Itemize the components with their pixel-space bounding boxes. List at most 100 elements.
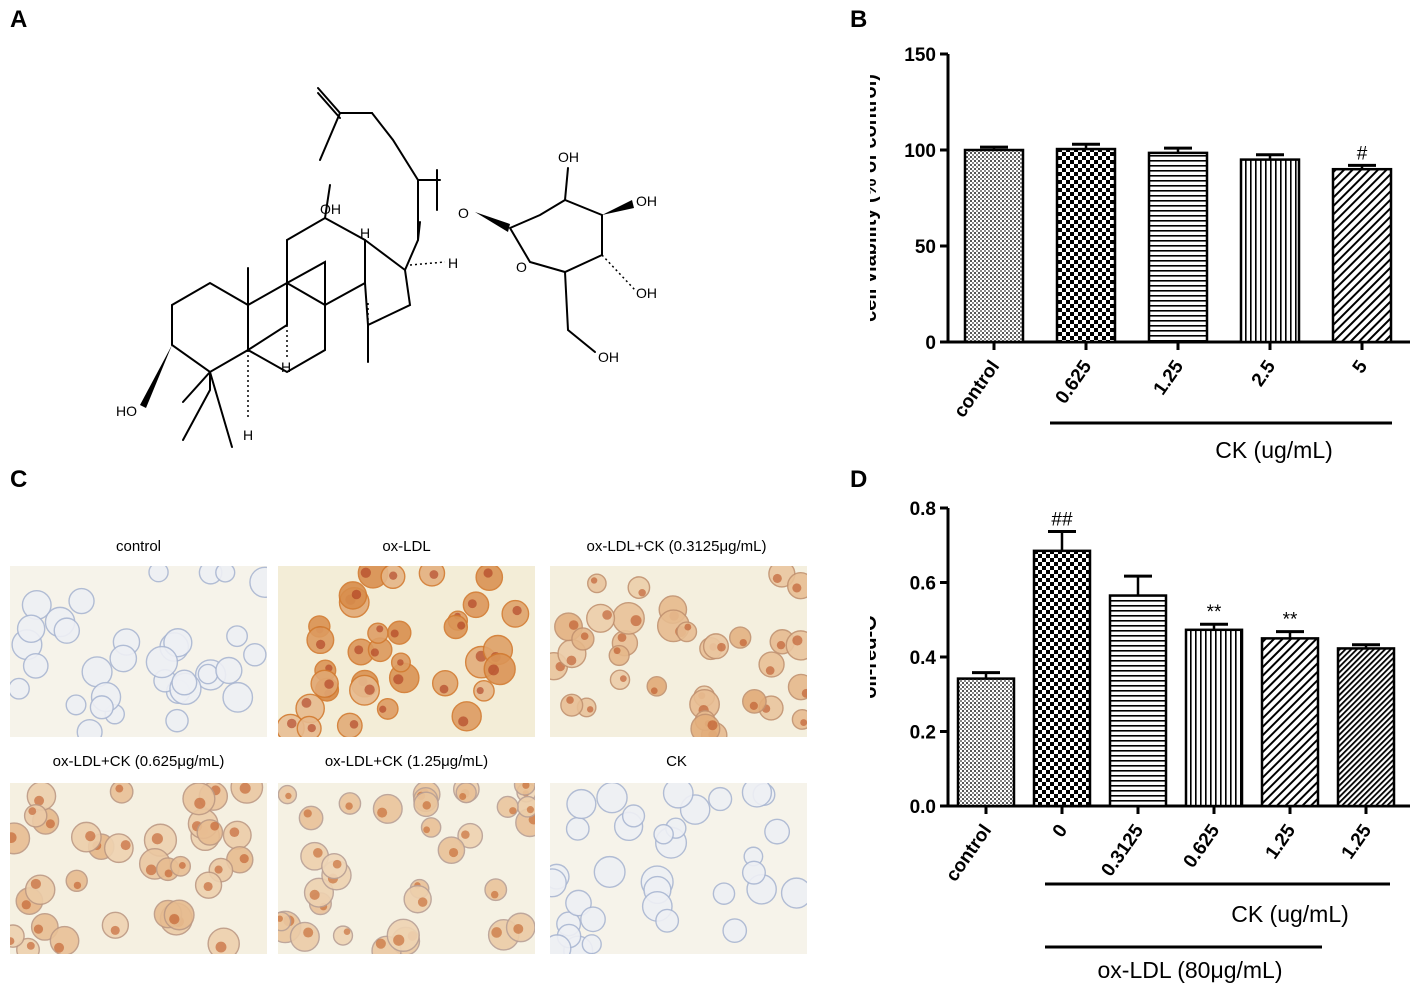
- lipid-droplet: [488, 664, 499, 676]
- micrograph-ox-ldl-ck-0-3125: [550, 566, 807, 737]
- lipid-droplet: [458, 716, 469, 727]
- lipid-droplet: [490, 890, 499, 899]
- x-tick-label: 5: [1349, 356, 1373, 377]
- lipid-droplet: [739, 638, 747, 647]
- lipid-droplet: [285, 792, 292, 800]
- lipid-droplet: [375, 938, 386, 949]
- lipid-droplet: [765, 666, 775, 675]
- cell: [712, 882, 736, 905]
- cell: [222, 681, 254, 713]
- cell: [16, 614, 46, 643]
- cell: [376, 697, 399, 720]
- lipid-droplet: [286, 718, 297, 729]
- lipid-droplet: [393, 934, 405, 946]
- struct-label-h17: H: [448, 255, 458, 271]
- cell: [676, 621, 698, 643]
- cell: [729, 626, 752, 649]
- lipid-droplet: [239, 854, 249, 864]
- lipid-droplet: [379, 705, 387, 713]
- lipid-droplet: [590, 577, 598, 584]
- cell: [580, 906, 606, 933]
- lipid-droplet: [115, 784, 124, 793]
- cell: [23, 803, 48, 828]
- panel-letter-a: A: [10, 6, 28, 33]
- micrograph-caption-6: CK: [666, 753, 687, 770]
- bar: [1184, 628, 1244, 808]
- struct-label-oh12: OH: [320, 201, 341, 217]
- lipid-droplet: [164, 869, 173, 878]
- cell: [662, 783, 694, 809]
- lipid-droplet: [278, 915, 283, 922]
- lipid-droplet: [351, 589, 362, 600]
- cell: [627, 576, 651, 599]
- cell: [10, 677, 30, 700]
- cell: [431, 670, 459, 697]
- y-tick-label: 0.4: [910, 648, 937, 669]
- cell: [196, 819, 224, 846]
- lipid-droplet: [303, 927, 314, 938]
- x-tick-label: 1.25: [1262, 820, 1301, 863]
- struct-label-oh-right2: OH: [636, 285, 657, 301]
- lipid-droplet: [630, 615, 642, 627]
- lipid-droplet: [417, 897, 428, 907]
- cell: [621, 804, 646, 828]
- micrograph-image: [10, 566, 267, 737]
- lipid-droplet: [461, 830, 470, 839]
- lipid-droplet: [360, 567, 371, 578]
- lipid-droplet: [34, 795, 45, 806]
- lipid-droplet: [178, 862, 186, 869]
- struct-label-h5: H: [243, 427, 253, 443]
- y-tick-label: 150: [904, 45, 936, 66]
- cell: [298, 805, 324, 831]
- cell: [163, 899, 195, 931]
- bar: [1331, 167, 1393, 344]
- lipid-droplet: [617, 633, 627, 642]
- cell: [764, 818, 791, 845]
- cell: [289, 921, 320, 952]
- lipid-droplet: [169, 913, 180, 925]
- cell: [550, 868, 567, 898]
- lipid-droplet: [513, 923, 524, 934]
- lipid-droplet: [476, 687, 484, 695]
- y-tick-label: 0.0: [910, 797, 936, 818]
- cell: [496, 795, 519, 818]
- lipid-droplet: [459, 793, 467, 801]
- lipid-droplet: [393, 674, 404, 685]
- cell: [702, 633, 730, 660]
- panel-letter-d: D: [850, 466, 868, 493]
- lipid-droplet: [324, 679, 334, 689]
- lipid-droplet: [684, 623, 692, 631]
- micrograph-caption-3: ox-LDL+CK (0.3125μg/mL): [586, 538, 767, 555]
- cell: [249, 566, 267, 598]
- bar: [963, 148, 1025, 344]
- cell: [708, 786, 733, 812]
- cell: [101, 911, 130, 939]
- cell: [742, 688, 767, 714]
- lipid-droplet: [10, 937, 15, 945]
- lipid-droplet: [301, 697, 312, 708]
- micrograph-caption-1: control: [115, 538, 162, 555]
- lipid-droplet: [801, 688, 807, 698]
- cell: [457, 822, 484, 849]
- x-tick-label: 1.25: [1150, 356, 1189, 399]
- lipid-droplet: [303, 809, 312, 818]
- cell: [65, 694, 87, 716]
- y-tick-label: 0.6: [910, 574, 936, 595]
- cell: [10, 822, 31, 855]
- group-label-ck: CK (ug/mL): [1215, 437, 1333, 463]
- cell: [655, 908, 680, 933]
- cell: [587, 573, 607, 594]
- bar: [1336, 647, 1396, 808]
- y-tick-label: 0.8: [910, 499, 936, 520]
- cell: [165, 708, 189, 733]
- lipid-droplet: [343, 928, 351, 935]
- lipid-droplet: [467, 599, 477, 609]
- chart-cell-viability: 0 50 100 150 cell viability (% of control) co…: [870, 45, 1410, 463]
- lipid-droplet: [483, 568, 493, 578]
- group-label-ox-ldl: ox-LDL (80μg/mL): [1098, 957, 1283, 983]
- cell: [76, 718, 103, 737]
- micrograph-image: [278, 566, 535, 737]
- cell: [386, 918, 420, 952]
- lipid-droplet: [602, 610, 612, 620]
- struct-label-oh-right1: OH: [636, 193, 657, 209]
